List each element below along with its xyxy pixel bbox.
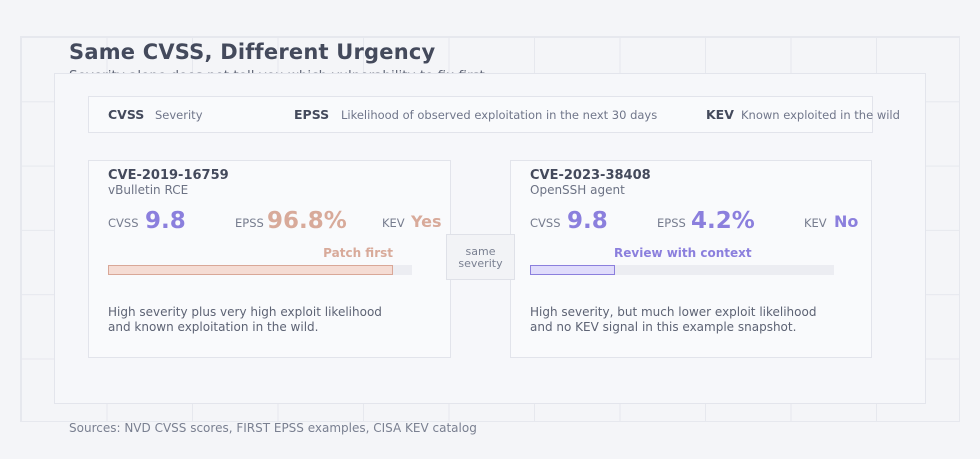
kev-value: No: [834, 212, 859, 231]
card-note: High severity plus very high exploit lik…: [108, 305, 428, 335]
legend-bar: CVSS Severity EPSS Likelihood of observe…: [88, 96, 900, 133]
cvss-label: CVSS: [530, 216, 561, 230]
legend-cvss-desc: Severity: [155, 108, 203, 122]
cve-id: CVE-2023-38408: [530, 168, 651, 183]
cvss-value: 9.8: [567, 208, 608, 234]
cvss-label: CVSS: [108, 216, 139, 230]
epss-value: 96.8%: [267, 208, 347, 234]
cvss-value: 9.8: [145, 208, 186, 234]
verdict-label: Patch first: [323, 246, 393, 260]
epss-bar-track: [530, 265, 834, 275]
kev-label: KEV: [804, 216, 827, 230]
cve-product: OpenSSH agent: [530, 183, 625, 197]
card-note-line1: High severity plus very high exploit lik…: [108, 305, 382, 319]
epss-label: EPSS: [657, 216, 686, 230]
legend-cvss-abbr: CVSS: [108, 107, 145, 122]
kev-value: Yes: [411, 212, 442, 231]
sources-footnote: Sources: NVD CVSS scores, FIRST EPSS exa…: [69, 421, 477, 435]
card-note-line1: High severity, but much lower exploit li…: [530, 305, 817, 319]
same-severity-connector: same severity: [446, 234, 515, 280]
verdict-label: Review with context: [614, 246, 752, 260]
epss-bar-fill: [530, 265, 615, 275]
epss-label: EPSS: [235, 216, 264, 230]
card-note-line2: and no KEV signal in this example snapsh…: [530, 320, 797, 334]
connector-line1: same: [465, 245, 496, 258]
cve-id: CVE-2019-16759: [108, 168, 229, 183]
epss-bar-track: [108, 265, 412, 275]
cve-card-openssh: CVE-2023-38408 OpenSSH agent CVSS 9.8 EP…: [510, 160, 872, 358]
cve-product: vBulletin RCE: [108, 183, 189, 197]
epss-bar-fill: [108, 265, 393, 275]
connector-line2: severity: [458, 257, 503, 270]
card-note-line2: and known exploitation in the wild.: [108, 320, 319, 334]
kev-label: KEV: [382, 216, 405, 230]
legend-epss-abbr: EPSS: [294, 107, 330, 122]
card-note: High severity, but much lower exploit li…: [530, 305, 850, 335]
legend-epss-desc: Likelihood of observed exploitation in t…: [341, 108, 658, 122]
page-title: Same CVSS, Different Urgency: [69, 40, 436, 64]
cve-card-vbulletin: CVE-2019-16759 vBulletin RCE CVSS 9.8 EP…: [88, 160, 451, 358]
legend-kev-desc: Known exploited in the wild: [741, 108, 900, 122]
epss-value: 4.2%: [691, 208, 755, 234]
legend-kev-abbr: KEV: [706, 107, 734, 122]
